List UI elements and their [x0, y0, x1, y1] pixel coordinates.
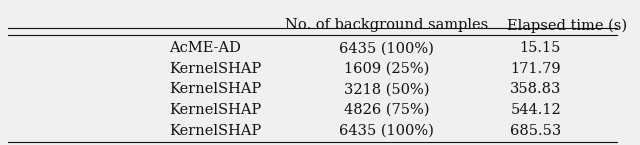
Text: AcME-AD: AcME-AD [169, 41, 241, 55]
Text: No. of background samples: No. of background samples [285, 18, 488, 32]
Text: 685.53: 685.53 [509, 124, 561, 138]
Text: KernelSHAP: KernelSHAP [169, 83, 262, 96]
Text: 15.15: 15.15 [520, 41, 561, 55]
Text: 1609 (25%): 1609 (25%) [344, 62, 429, 76]
Text: KernelSHAP: KernelSHAP [169, 103, 262, 117]
Text: 4826 (75%): 4826 (75%) [344, 103, 429, 117]
Text: 3218 (50%): 3218 (50%) [344, 83, 429, 96]
Text: 544.12: 544.12 [510, 103, 561, 117]
Text: 358.83: 358.83 [509, 83, 561, 96]
Text: 6435 (100%): 6435 (100%) [339, 41, 435, 55]
Text: Elapsed time (s): Elapsed time (s) [507, 18, 627, 33]
Text: KernelSHAP: KernelSHAP [169, 124, 262, 138]
Text: KernelSHAP: KernelSHAP [169, 62, 262, 76]
Text: 6435 (100%): 6435 (100%) [339, 124, 435, 138]
Text: 171.79: 171.79 [510, 62, 561, 76]
